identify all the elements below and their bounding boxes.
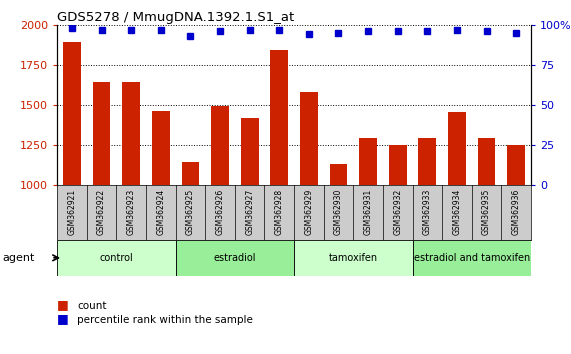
Text: tamoxifen: tamoxifen — [329, 253, 378, 263]
Bar — [359, 138, 377, 185]
Bar — [389, 145, 407, 185]
Text: GSM362925: GSM362925 — [186, 189, 195, 235]
Text: count: count — [77, 301, 107, 311]
Bar — [152, 111, 170, 185]
Bar — [294, 240, 412, 276]
Bar — [300, 92, 317, 185]
Text: GSM362930: GSM362930 — [334, 189, 343, 235]
Text: GSM362932: GSM362932 — [393, 189, 402, 235]
Text: GDS5278 / MmugDNA.1392.1.S1_at: GDS5278 / MmugDNA.1392.1.S1_at — [57, 11, 294, 24]
Bar — [419, 138, 436, 185]
Bar — [412, 240, 531, 276]
Text: GSM362935: GSM362935 — [482, 189, 491, 235]
Text: agent: agent — [3, 253, 35, 263]
Text: estradiol: estradiol — [214, 253, 256, 263]
Text: GSM362934: GSM362934 — [452, 189, 461, 235]
Bar — [448, 112, 466, 185]
Text: GSM362931: GSM362931 — [364, 189, 373, 235]
Bar — [182, 162, 199, 185]
Text: ■: ■ — [57, 312, 69, 325]
Text: GSM362922: GSM362922 — [97, 189, 106, 235]
Bar — [507, 145, 525, 185]
Text: GSM362936: GSM362936 — [512, 189, 521, 235]
Text: GSM362926: GSM362926 — [215, 189, 224, 235]
Text: GSM362929: GSM362929 — [304, 189, 313, 235]
Text: percentile rank within the sample: percentile rank within the sample — [77, 315, 253, 325]
Bar — [478, 138, 496, 185]
Bar — [271, 50, 288, 185]
Bar — [241, 118, 259, 185]
Text: estradiol and tamoxifen: estradiol and tamoxifen — [413, 253, 530, 263]
Text: GSM362927: GSM362927 — [245, 189, 254, 235]
Text: ■: ■ — [57, 298, 69, 311]
Text: GSM362923: GSM362923 — [127, 189, 136, 235]
Bar — [57, 240, 176, 276]
Bar — [63, 42, 81, 185]
Bar — [329, 164, 347, 185]
Text: control: control — [99, 253, 133, 263]
Bar — [122, 81, 140, 185]
Text: GSM362928: GSM362928 — [275, 189, 284, 235]
Bar — [211, 106, 229, 185]
Text: GSM362921: GSM362921 — [67, 189, 77, 235]
Text: GSM362924: GSM362924 — [156, 189, 165, 235]
Text: GSM362933: GSM362933 — [423, 189, 432, 235]
Bar — [93, 82, 110, 185]
Bar — [176, 240, 294, 276]
